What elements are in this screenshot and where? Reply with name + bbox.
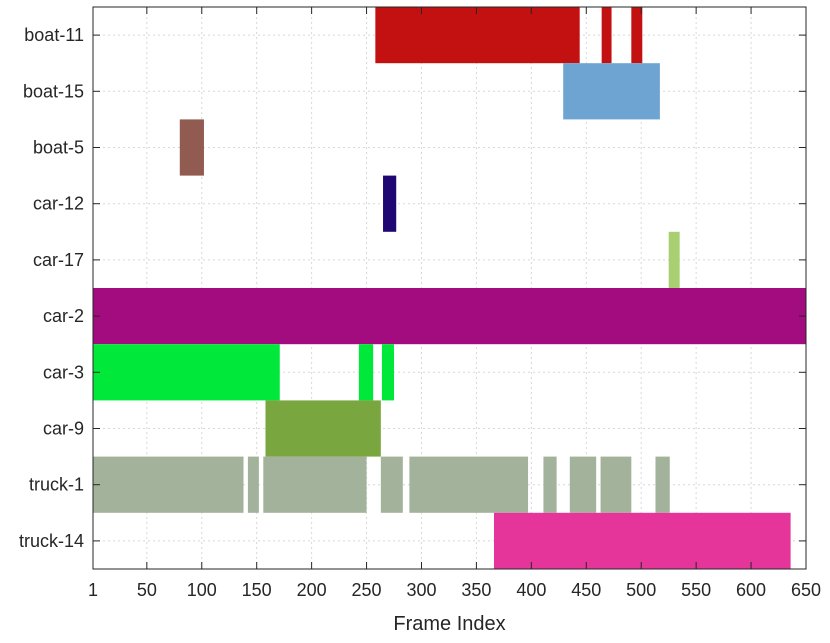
x-tick-label: 1 [88,580,98,600]
bar-segment-car-12 [383,175,397,232]
bar-segment-truck-14 [493,512,791,569]
bar-segment-car-3 [93,344,280,401]
bar-segment-boat-11 [631,7,643,64]
bar-segment-car-2 [93,288,806,345]
bar-segment-truck-1 [93,456,244,513]
bar-segment-car-17 [668,231,680,288]
x-tick-label: 350 [461,580,491,600]
bar-layer [93,7,806,569]
x-axis-title: Frame Index [393,613,505,635]
y-tick-label: car-12 [33,194,84,214]
x-tick-label: 50 [137,580,157,600]
y-tick-label: truck-1 [29,475,84,495]
y-tick-label: boat-15 [23,81,84,101]
bar-segment-boat-5 [179,119,204,176]
y-tick-label: car-3 [43,362,84,382]
bar-segment-boat-11 [601,7,612,64]
bar-segment-boat-15 [563,63,660,120]
x-tick-label: 250 [352,580,382,600]
x-tick-label: 150 [242,580,272,600]
y-tick-label: car-2 [43,306,84,326]
bar-segment-truck-1 [569,456,597,513]
x-tick-label: 100 [187,580,217,600]
axes-frame [92,6,807,570]
bar-segment-boat-11 [375,7,580,64]
x-tick-label: 300 [406,580,436,600]
axis-layer: 1 50 100 150 200 250 300 350 400 450 500 550 600 650b… [19,6,821,600]
y-tick-label: truck-14 [19,531,84,551]
x-tick-label: 650 [791,580,821,600]
bar-segment-truck-1 [543,456,557,513]
y-tick-label: boat-11 [24,25,84,45]
x-tick-label: 450 [571,580,601,600]
x-tick-label: 500 [626,580,656,600]
bar-segment-truck-1 [263,456,367,513]
bar-segment-truck-1 [380,456,403,513]
x-tick-label: 600 [736,580,766,600]
y-tick-label: boat-5 [33,138,84,158]
bar-segment-car-3 [381,344,395,401]
bar-segment-truck-1 [247,456,259,513]
bar-segment-truck-1 [655,456,670,513]
bar-segment-car-3 [358,344,374,401]
bar-segment-truck-1 [409,456,529,513]
y-tick-label: car-9 [43,419,84,439]
y-tick-label: car-17 [33,250,84,270]
bar-segment-car-9 [265,400,381,457]
x-tick-label: 200 [297,580,327,600]
x-tick-label: 550 [681,580,711,600]
bar-segment-truck-1 [600,456,632,513]
x-tick-label: 400 [516,580,546,600]
